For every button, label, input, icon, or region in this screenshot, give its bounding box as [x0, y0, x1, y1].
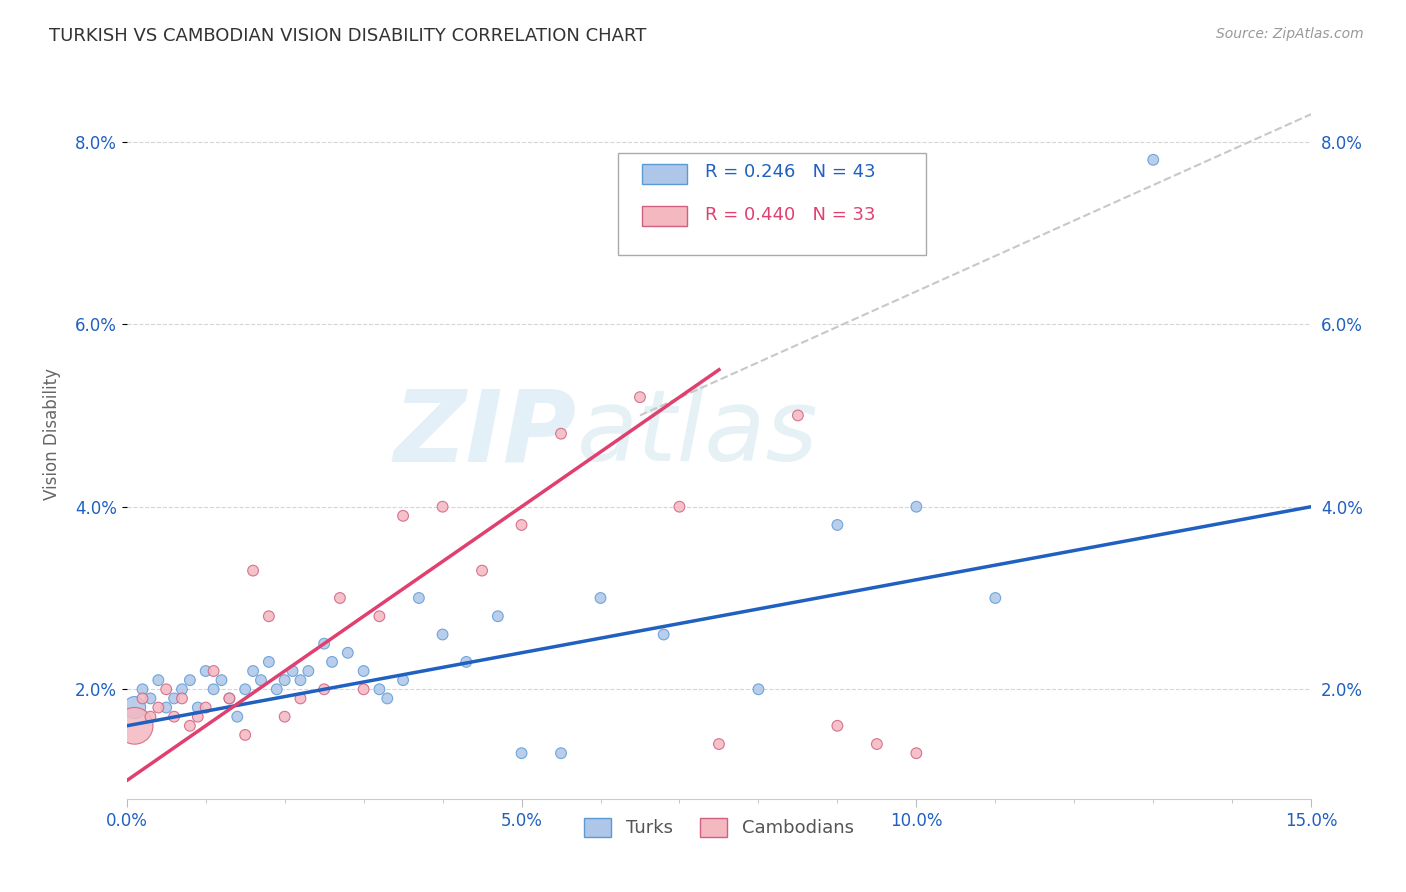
- Point: [1142, 153, 1164, 167]
- Point: [510, 746, 533, 760]
- Point: [233, 728, 256, 742]
- Point: [139, 709, 162, 723]
- Point: [787, 409, 810, 423]
- Point: [266, 682, 288, 697]
- Point: [329, 591, 352, 605]
- Point: [589, 591, 612, 605]
- Point: [456, 655, 478, 669]
- Point: [321, 655, 343, 669]
- Point: [747, 682, 769, 697]
- Point: [353, 682, 375, 697]
- Point: [368, 609, 391, 624]
- Point: [163, 709, 186, 723]
- Point: [353, 664, 375, 678]
- Point: [170, 691, 193, 706]
- Point: [707, 737, 730, 751]
- Point: [226, 709, 249, 723]
- FancyBboxPatch shape: [643, 164, 688, 184]
- Text: R = 0.246   N = 43: R = 0.246 N = 43: [704, 163, 876, 181]
- Point: [273, 709, 295, 723]
- Text: Source: ZipAtlas.com: Source: ZipAtlas.com: [1216, 27, 1364, 41]
- Point: [218, 691, 240, 706]
- Point: [194, 700, 217, 714]
- Point: [471, 564, 494, 578]
- Point: [550, 426, 572, 441]
- Point: [155, 700, 177, 714]
- Point: [202, 682, 225, 697]
- Point: [250, 673, 273, 688]
- Point: [233, 682, 256, 697]
- Point: [905, 746, 928, 760]
- Point: [187, 700, 209, 714]
- Point: [866, 737, 889, 751]
- Point: [486, 609, 509, 624]
- Point: [131, 691, 153, 706]
- Point: [668, 500, 690, 514]
- Point: [131, 682, 153, 697]
- Point: [297, 664, 319, 678]
- Point: [628, 390, 651, 404]
- Point: [163, 691, 186, 706]
- Point: [148, 700, 170, 714]
- Point: [202, 664, 225, 678]
- Point: [827, 719, 849, 733]
- Point: [827, 518, 849, 533]
- FancyBboxPatch shape: [643, 206, 688, 226]
- Point: [392, 673, 415, 688]
- Point: [392, 508, 415, 523]
- Point: [652, 627, 675, 641]
- Point: [124, 700, 146, 714]
- Point: [273, 673, 295, 688]
- Point: [194, 664, 217, 678]
- FancyBboxPatch shape: [619, 153, 927, 255]
- Point: [905, 500, 928, 514]
- Text: atlas: atlas: [576, 385, 818, 483]
- Point: [432, 500, 454, 514]
- Point: [124, 719, 146, 733]
- Point: [375, 691, 398, 706]
- Point: [432, 627, 454, 641]
- Point: [510, 518, 533, 533]
- Point: [187, 709, 209, 723]
- Point: [179, 719, 201, 733]
- Point: [314, 637, 336, 651]
- Point: [257, 655, 280, 669]
- Point: [368, 682, 391, 697]
- Point: [336, 646, 359, 660]
- Point: [155, 682, 177, 697]
- Point: [148, 673, 170, 688]
- Point: [408, 591, 430, 605]
- Point: [179, 673, 201, 688]
- Y-axis label: Vision Disability: Vision Disability: [44, 368, 60, 500]
- Text: TURKISH VS CAMBODIAN VISION DISABILITY CORRELATION CHART: TURKISH VS CAMBODIAN VISION DISABILITY C…: [49, 27, 647, 45]
- Point: [984, 591, 1007, 605]
- Point: [281, 664, 304, 678]
- Point: [290, 691, 312, 706]
- Point: [314, 682, 336, 697]
- Text: ZIP: ZIP: [394, 385, 576, 483]
- Point: [218, 691, 240, 706]
- Point: [242, 664, 264, 678]
- Legend: Turks, Cambodians: Turks, Cambodians: [576, 811, 860, 845]
- Point: [170, 682, 193, 697]
- Text: R = 0.440   N = 33: R = 0.440 N = 33: [704, 205, 875, 224]
- Point: [242, 564, 264, 578]
- Point: [257, 609, 280, 624]
- Point: [290, 673, 312, 688]
- Point: [139, 691, 162, 706]
- Point: [211, 673, 233, 688]
- Point: [550, 746, 572, 760]
